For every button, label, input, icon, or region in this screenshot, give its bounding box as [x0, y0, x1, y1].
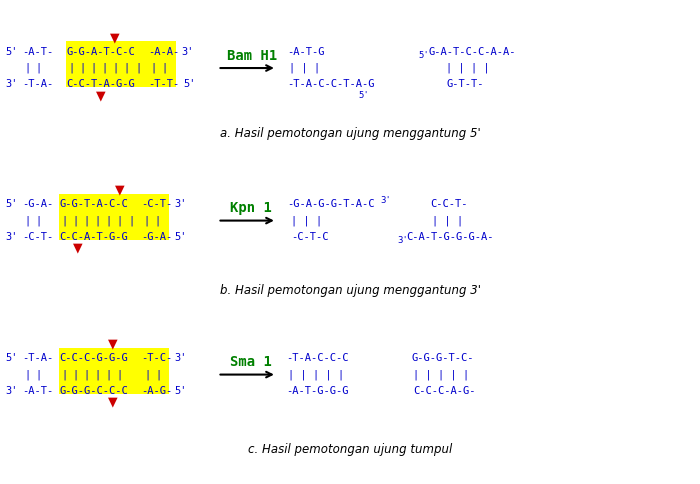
Text: |: |: [35, 63, 41, 73]
Text: |: |: [124, 63, 130, 73]
Text: -A-G-: -A-G-: [141, 386, 172, 396]
Text: G-G-G-C-C-C: G-G-G-C-C-C: [60, 386, 128, 396]
Text: 5': 5': [5, 199, 18, 210]
Text: C-A-T-G-G-G-A-: C-A-T-G-G-G-A-: [406, 232, 494, 242]
Text: ▼: ▼: [110, 31, 120, 44]
Text: |: |: [61, 215, 67, 226]
Text: |: |: [35, 215, 41, 226]
Text: |: |: [155, 215, 161, 226]
Text: |: |: [128, 215, 134, 226]
Text: |: |: [145, 369, 151, 380]
Text: |: |: [162, 63, 168, 73]
Text: -C-T-C: -C-T-C: [290, 232, 328, 242]
Text: |: |: [102, 63, 108, 73]
Text: |: |: [24, 63, 30, 73]
Text: |: |: [150, 63, 157, 73]
Text: 5': 5': [183, 79, 196, 89]
Text: |: |: [61, 369, 67, 380]
Text: C-C-T-: C-C-T-: [430, 199, 468, 210]
Text: 5': 5': [358, 91, 369, 100]
Text: Sma 1: Sma 1: [230, 355, 272, 369]
Text: -A-A-: -A-A-: [148, 47, 179, 57]
Text: b. Hasil pemotongan ujung menggantung 3': b. Hasil pemotongan ujung menggantung 3': [220, 284, 480, 297]
Text: 3': 3': [398, 236, 408, 245]
Text: |: |: [90, 63, 97, 73]
Text: |: |: [106, 369, 112, 380]
Text: G-G-T-A-C-C: G-G-T-A-C-C: [60, 199, 128, 210]
Text: 3': 3': [174, 199, 187, 210]
Text: -T-T-: -T-T-: [148, 79, 179, 89]
Text: |: |: [156, 369, 162, 380]
Text: |: |: [117, 215, 123, 226]
Text: |: |: [94, 369, 101, 380]
Text: -T-A-: -T-A-: [22, 353, 54, 363]
Text: G-G-A-T-C-C: G-G-A-T-C-C: [66, 47, 135, 57]
Text: -G-A-: -G-A-: [141, 232, 172, 242]
Text: 5': 5': [419, 51, 429, 60]
Text: ▼: ▼: [74, 242, 83, 255]
Text: ▼: ▼: [108, 337, 118, 350]
Text: | | | |: | | | |: [446, 63, 490, 73]
Text: |: |: [106, 215, 112, 226]
Text: ▼: ▼: [97, 89, 106, 102]
Text: 5': 5': [174, 232, 187, 242]
Text: 3': 3': [5, 386, 18, 396]
Text: C-C-C-G-G-G: C-C-C-G-G-G: [60, 353, 128, 363]
Text: -G-A-: -G-A-: [22, 199, 54, 210]
Text: | | |: | | |: [290, 215, 322, 226]
Text: Kpn 1: Kpn 1: [230, 201, 272, 215]
Text: 3': 3': [5, 232, 18, 242]
Text: C-C-A-T-G-G: C-C-A-T-G-G: [60, 232, 128, 242]
Text: -T-A-C-C-C: -T-A-C-C-C: [286, 353, 349, 363]
Text: 3': 3': [5, 79, 18, 89]
Text: 3': 3': [380, 196, 391, 205]
Text: G-G-G-T-C-: G-G-G-T-C-: [412, 353, 474, 363]
Text: |: |: [83, 369, 90, 380]
Text: |: |: [113, 63, 119, 73]
Text: -T-C-: -T-C-: [141, 353, 172, 363]
Text: -A-T-G: -A-T-G: [287, 47, 325, 57]
Text: |: |: [117, 369, 123, 380]
Text: | | |: | | |: [289, 63, 321, 73]
FancyBboxPatch shape: [60, 348, 169, 393]
Text: -T-A-: -T-A-: [22, 79, 54, 89]
Text: | | |: | | |: [432, 215, 463, 226]
Text: |: |: [79, 63, 85, 73]
Text: | | | | |: | | | | |: [288, 369, 344, 380]
Text: |: |: [35, 369, 41, 380]
FancyBboxPatch shape: [66, 41, 176, 87]
Text: |: |: [135, 63, 141, 73]
Text: Bam H1: Bam H1: [227, 48, 276, 62]
Text: |: |: [144, 215, 150, 226]
Text: 5': 5': [5, 353, 18, 363]
Text: 3': 3': [174, 353, 187, 363]
FancyBboxPatch shape: [60, 194, 169, 240]
Text: |: |: [72, 215, 78, 226]
Text: ▼: ▼: [108, 396, 118, 409]
Text: |: |: [83, 215, 90, 226]
Text: ▼: ▼: [115, 183, 125, 197]
Text: 5': 5': [174, 386, 187, 396]
Text: C-C-T-A-G-G: C-C-T-A-G-G: [66, 79, 135, 89]
Text: |: |: [24, 369, 30, 380]
Text: -A-T-: -A-T-: [22, 47, 54, 57]
Text: | | | | |: | | | | |: [413, 369, 469, 380]
Text: |: |: [24, 215, 30, 226]
Text: a. Hasil pemotongan ujung menggantung 5': a. Hasil pemotongan ujung menggantung 5': [220, 127, 480, 140]
Text: -A-T-G-G-G: -A-T-G-G-G: [286, 386, 349, 396]
Text: 5': 5': [5, 47, 18, 57]
Text: -G-A-G-G-T-A-C: -G-A-G-G-T-A-C: [287, 199, 375, 210]
Text: |: |: [72, 369, 78, 380]
Text: 3': 3': [181, 47, 194, 57]
Text: -T-A-C-C-T-A-G: -T-A-C-C-T-A-G: [287, 79, 375, 89]
Text: G-A-T-C-C-A-A-: G-A-T-C-C-A-A-: [428, 47, 516, 57]
Text: |: |: [68, 63, 74, 73]
Text: -C-T-: -C-T-: [22, 232, 54, 242]
Text: C-C-C-A-G-: C-C-C-A-G-: [413, 386, 475, 396]
Text: |: |: [94, 215, 101, 226]
Text: c. Hasil pemotongan ujung tumpul: c. Hasil pemotongan ujung tumpul: [248, 443, 452, 456]
Text: -C-T-: -C-T-: [141, 199, 172, 210]
Text: G-T-T-: G-T-T-: [446, 79, 484, 89]
Text: -A-T-: -A-T-: [22, 386, 54, 396]
